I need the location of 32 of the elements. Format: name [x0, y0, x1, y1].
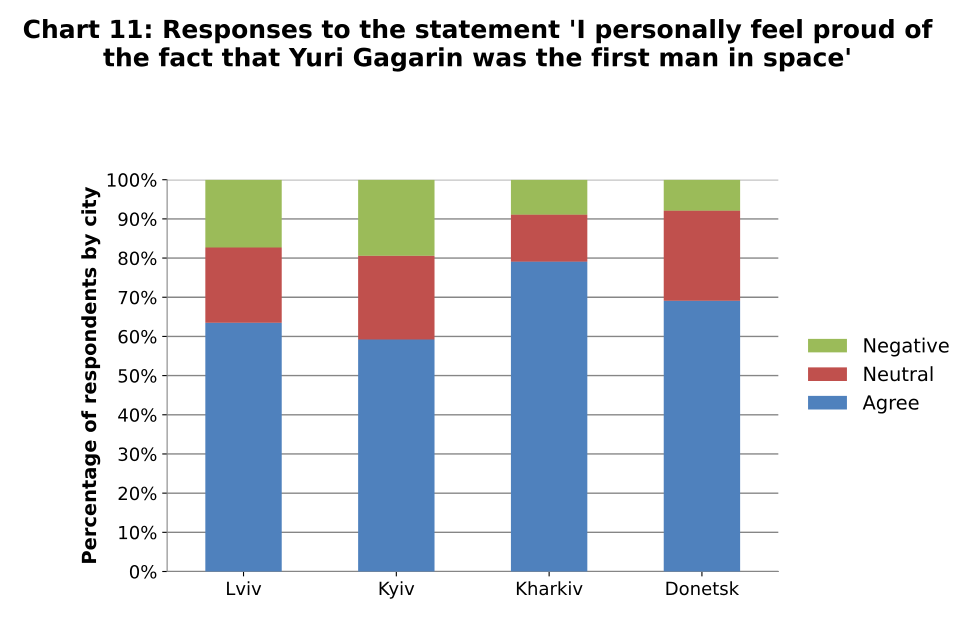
x-tick-label: Lviv	[227, 581, 262, 595]
bar	[358, 256, 435, 340]
y-tick-label: 100%	[108, 173, 156, 187]
y-tick-label: 60%	[118, 330, 156, 344]
bar	[358, 180, 435, 256]
legend-label: Neutral	[864, 366, 932, 382]
bar	[664, 210, 740, 301]
bar	[510, 262, 588, 572]
y-tick-label: 70%	[118, 290, 156, 304]
y-tick-label: 20%	[118, 486, 156, 500]
bar	[205, 322, 282, 572]
y-tick-label: 30%	[118, 447, 156, 462]
x-tick-label: Kharkiv	[516, 581, 583, 596]
legend-label: Negative	[864, 338, 949, 356]
y-tick-label: 0%	[130, 564, 156, 579]
chart-title: Chart 11: Responses to the statement 'I personally feel proud of the fact that Yuri Gagarin was the first man in space'	[24, 19, 933, 72]
bar	[205, 180, 282, 248]
y-tick-label: 80%	[118, 252, 156, 266]
bar	[205, 247, 282, 323]
x-tick-label: Donetsk	[666, 581, 740, 596]
legend-label: Agree	[862, 395, 919, 414]
y-tick-label: 10%	[119, 526, 156, 540]
x-tick-label: Kyiv	[380, 581, 414, 599]
y-tick-label: 40%	[118, 408, 156, 422]
bar	[358, 340, 435, 572]
bar	[510, 180, 588, 215]
y-tick-label: 90%	[118, 212, 156, 226]
y-axis-title: Percentage of respondents by city	[81, 186, 100, 563]
bar	[510, 214, 588, 262]
bar	[664, 180, 740, 211]
y-tick-label: 50%	[118, 369, 156, 383]
bar	[664, 300, 740, 572]
